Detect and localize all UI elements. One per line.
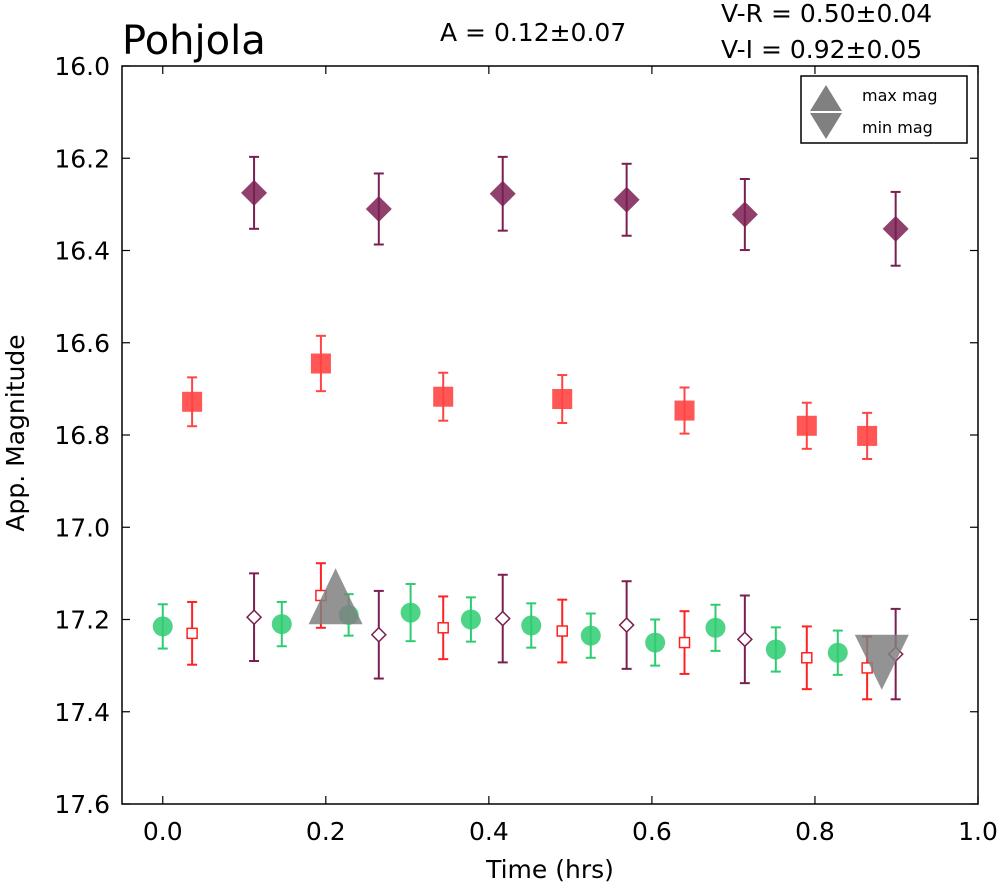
data-point-diamond xyxy=(489,180,516,207)
data-point-square xyxy=(796,415,817,436)
data-point-diamond xyxy=(882,215,909,242)
y-tick-label: 16.0 xyxy=(54,52,110,81)
legend-max-mag-label: max mag xyxy=(862,86,938,105)
max-mag-marker xyxy=(308,568,363,625)
x-axis-label: Time (hrs) xyxy=(485,855,614,884)
data-point-circle xyxy=(271,614,292,635)
data-point-diamond-open xyxy=(494,610,511,627)
data-point-circle xyxy=(521,615,542,636)
y-tick-label: 16.2 xyxy=(54,144,110,173)
data-point-square-open xyxy=(186,627,198,640)
x-tick-label: 0.4 xyxy=(469,817,509,846)
v-r-annotation: V-R = 0.50±0.04 xyxy=(721,0,932,28)
data-point-circle xyxy=(400,602,421,623)
y-tick-label: 16.8 xyxy=(54,421,110,450)
data-point-square xyxy=(182,391,203,412)
data-point-circle xyxy=(460,609,481,630)
y-axis-label: App. Magnitude xyxy=(1,334,30,531)
x-tick-label: 0.6 xyxy=(632,817,672,846)
chart-title: Pohjola xyxy=(122,18,266,64)
x-tick-label: 0.2 xyxy=(306,817,346,846)
legend-max-mag-marker xyxy=(810,85,842,111)
y-axis-ticks: 16.0 16.2 16.4 16.6 16.8 17.0 17.2 17.4 17.6 xyxy=(54,52,978,819)
x-tick-label: 1.0 xyxy=(958,817,998,846)
data-point-diamond-open xyxy=(736,631,753,648)
data-point-circle xyxy=(580,625,601,646)
data-point-circle xyxy=(765,639,786,660)
data-point-diamond xyxy=(241,179,268,206)
y-tick-label: 17.2 xyxy=(54,606,110,635)
data-point-square xyxy=(433,386,454,407)
x-axis-ticks: 0.0 0.2 0.4 0.6 0.8 1.0 xyxy=(143,66,998,846)
data-point-circle xyxy=(827,642,848,663)
data-point-diamond xyxy=(731,201,758,228)
legend-min-mag-label: min mag xyxy=(862,118,933,137)
plot-area xyxy=(121,65,979,805)
data-point-diamond-open xyxy=(246,609,263,626)
data-point-square-open xyxy=(556,625,568,637)
x-tick-label: 0.0 xyxy=(143,817,183,846)
data-point-square-open xyxy=(801,652,813,664)
data-point-diamond-open xyxy=(618,616,635,634)
y-tick-label: 16.6 xyxy=(54,329,110,358)
y-tick-label: 17.6 xyxy=(54,790,110,819)
data-point-square xyxy=(310,353,331,374)
data-point-diamond xyxy=(613,186,640,213)
plot-frame xyxy=(121,65,979,805)
amplitude-annotation: A = 0.12±0.07 xyxy=(440,18,626,47)
data-point-square-open xyxy=(678,636,691,649)
data-point-circle xyxy=(152,616,173,637)
x-tick-label: 0.8 xyxy=(795,817,835,846)
y-tick-label: 17.4 xyxy=(54,698,110,727)
y-tick-label: 17.0 xyxy=(54,513,110,542)
data-point-diamond xyxy=(365,195,392,222)
data-point-circle xyxy=(705,617,726,638)
legend: max mag min mag xyxy=(800,75,968,144)
legend-min-mag-marker xyxy=(810,113,842,139)
data-point-square xyxy=(857,425,878,446)
data-point-diamond-open xyxy=(370,626,387,643)
data-point-circle xyxy=(645,632,666,653)
data-point-square-open xyxy=(437,622,449,634)
v-i-annotation: V-I = 0.92±0.05 xyxy=(721,35,922,64)
data-point-square xyxy=(674,400,695,421)
data-point-square xyxy=(552,389,573,410)
min-mag-marker xyxy=(854,634,909,690)
y-tick-label: 16.4 xyxy=(54,237,110,266)
